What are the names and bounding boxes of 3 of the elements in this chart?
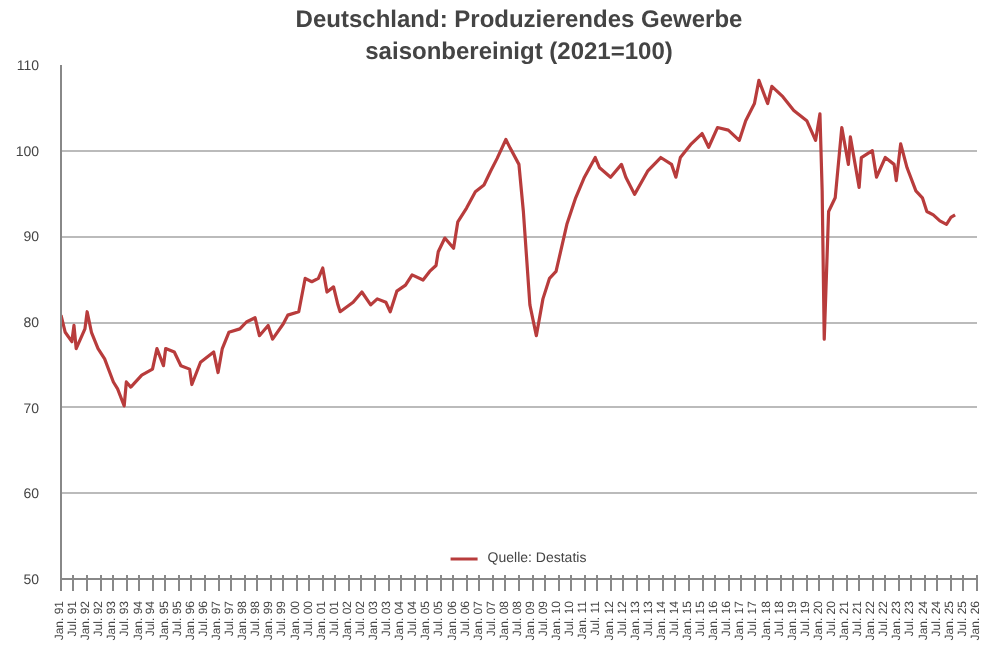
line-series — [61, 78, 957, 408]
chart-title: Deutschland: Produzierendes Gewerbe — [295, 5, 744, 33]
chart-subtitle: saisonbereinigt (2021=100) — [365, 37, 673, 65]
